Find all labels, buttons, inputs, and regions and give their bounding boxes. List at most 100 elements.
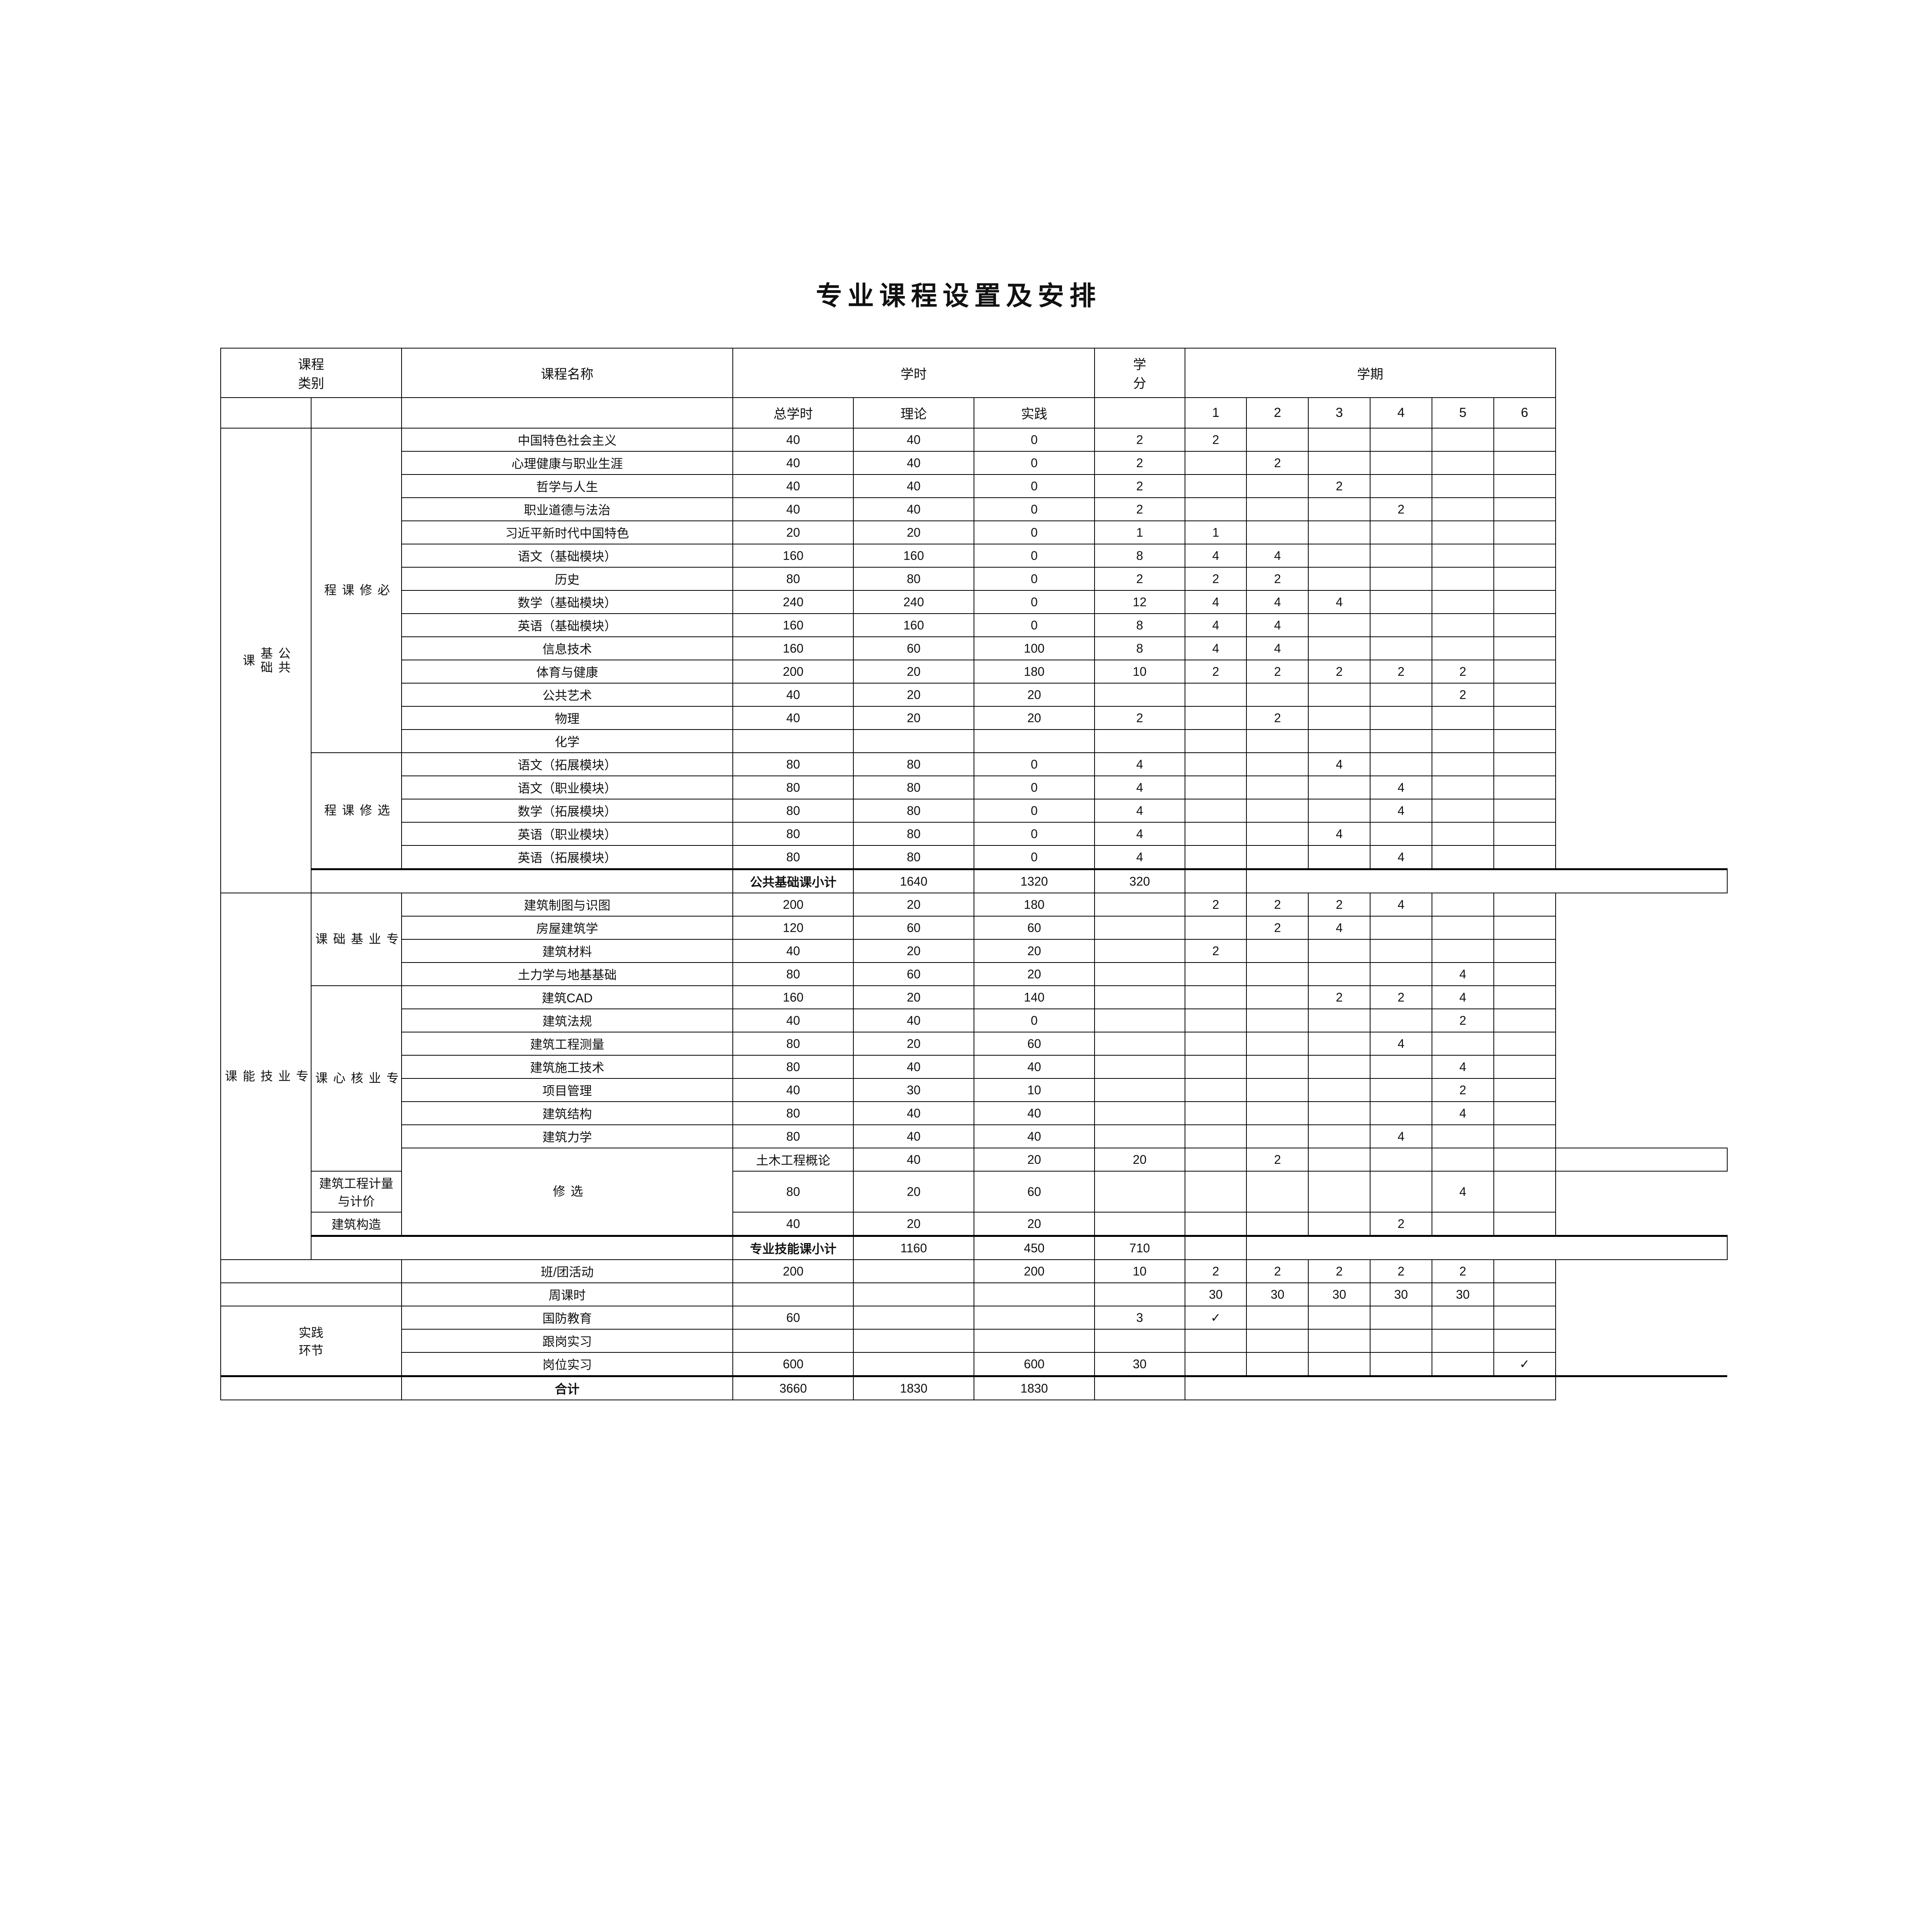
course-row-theory: 40: [853, 1125, 974, 1148]
course-row-sem-1: [1185, 845, 1247, 869]
course-row-credit: [1095, 1078, 1185, 1102]
subtotal-total: 1640: [853, 869, 974, 893]
course-row-sem-5: [1432, 1329, 1494, 1352]
course-row-theory: 20: [853, 660, 974, 683]
course-row-practice: 20: [974, 939, 1095, 963]
course-row-sem-4: [1370, 1009, 1432, 1032]
course-row-sem-3: [1308, 1055, 1370, 1078]
course-row-total: [733, 1329, 853, 1352]
table-row: 英语（基础模块） 160 160 0 8 4 4: [221, 614, 1727, 637]
course-row-credit: [1095, 1102, 1185, 1125]
course-row-sem-2: [1246, 428, 1308, 451]
course-row-sem-5: 4: [1432, 1055, 1494, 1078]
course-row-theory: 60: [853, 963, 974, 986]
course-row-credit: [1095, 893, 1185, 916]
course-row-sem-3: 4: [1308, 822, 1370, 845]
table-row: 公共 基础 课必 修 课 程中国特色社会主义 40 40 0 2 2: [221, 428, 1727, 451]
course-row-total: 600: [733, 1352, 853, 1376]
table-row: 体育与健康 200 20 180 10 2 2 2 2 2: [221, 660, 1727, 683]
course-row-practice: 180: [974, 660, 1095, 683]
course-row-sem-6: [1494, 1260, 1556, 1283]
course-row-credit: [1095, 1009, 1185, 1032]
course-row-practice: 0: [974, 822, 1095, 845]
course-row-sem-3: [1308, 544, 1370, 567]
table-row: 跟岗实习: [221, 1329, 1727, 1352]
page-title: 专业课程设置及安排: [0, 274, 1917, 313]
course-row-sem-3: [1308, 451, 1370, 474]
course-row-sem-3: 4: [1308, 916, 1370, 939]
course-row-total: 40: [733, 428, 853, 451]
course-row-sem-3: [1308, 683, 1370, 706]
course-row-sem-6: [1494, 474, 1556, 498]
course-row-sem-2: [1246, 799, 1308, 822]
course-row-sem-5: 30: [1432, 1283, 1494, 1306]
course-row-total: 80: [733, 567, 853, 590]
course-row-theory: 20: [853, 706, 974, 730]
course-row-credit: [1095, 683, 1185, 706]
course-row-theory: [853, 1283, 974, 1306]
course-row-sem-6: [1494, 544, 1556, 567]
course-row-credit: 8: [1095, 614, 1185, 637]
course-row-sem-5: [1432, 451, 1494, 474]
course-row-name: 数学（拓展模块）: [402, 799, 733, 822]
course-row-sem-6: ✓: [1494, 1352, 1556, 1376]
course-row-credit: 2: [1095, 567, 1185, 590]
course-row-sem-2: [1246, 1055, 1308, 1078]
course-row-total: 40: [733, 939, 853, 963]
course-row-sem-3: 4: [1308, 753, 1370, 776]
course-row-total: [733, 1283, 853, 1306]
course-row-practice: [974, 1283, 1095, 1306]
subcategory-label: 选 修 课 程: [311, 753, 402, 869]
course-row-sem-3: 30: [1308, 1283, 1370, 1306]
course-row-sem-1: 30: [1185, 1283, 1247, 1306]
course-row-sem-1: [1185, 1329, 1247, 1352]
header-hours-practice: 实践: [974, 398, 1095, 428]
course-row-sem-5: 4: [1432, 963, 1494, 986]
table-body: 公共 基础 课必 修 课 程中国特色社会主义 40 40 0 2 2 心理健康与职业生涯 40…: [221, 428, 1727, 1400]
course-row-sem-1: 1: [1185, 521, 1247, 544]
course-row-sem-4: [1370, 590, 1432, 614]
course-row-sem-4: [1370, 451, 1432, 474]
course-row-sem-3: 4: [1308, 590, 1370, 614]
course-row-sem-4: [1370, 521, 1432, 544]
course-row-sem-5: [1432, 544, 1494, 567]
course-row-sem-6: [1494, 986, 1556, 1009]
course-row-sem-6: [1494, 1032, 1556, 1055]
course-row-practice: 0: [974, 845, 1095, 869]
course-row-total: 40: [733, 451, 853, 474]
course-row-name: 建筑材料: [402, 939, 733, 963]
course-row-sem-4: [1370, 474, 1432, 498]
subcategory-label: 必 修 课 程: [311, 428, 402, 753]
course-row-sem-4: 30: [1370, 1283, 1432, 1306]
course-row-practice: 0: [974, 614, 1095, 637]
course-row-practice: 40: [974, 1125, 1095, 1148]
course-row-theory: 20: [853, 683, 974, 706]
course-row-practice: [974, 730, 1095, 753]
course-row-name: 体育与健康: [402, 660, 733, 683]
course-row-name: 公共艺术: [402, 683, 733, 706]
course-row-credit: [1095, 1329, 1185, 1352]
course-row-practice: 10: [974, 1078, 1095, 1102]
course-row-sem-2: [1246, 1171, 1308, 1212]
course-row-sem-5: [1432, 939, 1494, 963]
course-row-practice: 0: [974, 498, 1095, 521]
course-row-sem-1: 2: [1185, 660, 1247, 683]
course-row-sem-4: 2: [1370, 498, 1432, 521]
course-row-name: 建筑CAD: [402, 986, 733, 1009]
course-row-sem-4: [1370, 822, 1432, 845]
course-row-sem-6: [1494, 637, 1556, 660]
course-row-sem-4: 4: [1370, 776, 1432, 799]
course-row-name: 语文（职业模块）: [402, 776, 733, 799]
course-row-theory: 40: [853, 1102, 974, 1125]
total-label: 合计: [402, 1376, 733, 1400]
course-row-total: 200: [733, 893, 853, 916]
table-row: 职业道德与法治 40 40 0 2 2: [221, 498, 1727, 521]
course-row-sem-5: [1432, 567, 1494, 590]
course-row-total: 80: [733, 753, 853, 776]
course-row-sem-4: [1370, 683, 1432, 706]
course-row-sem-6: [1494, 845, 1556, 869]
course-row-name: 英语（职业模块）: [402, 822, 733, 845]
course-row-sem-3: [1308, 845, 1370, 869]
course-row-sem-2: [1246, 822, 1308, 845]
course-row-sem-6: [1494, 753, 1556, 776]
